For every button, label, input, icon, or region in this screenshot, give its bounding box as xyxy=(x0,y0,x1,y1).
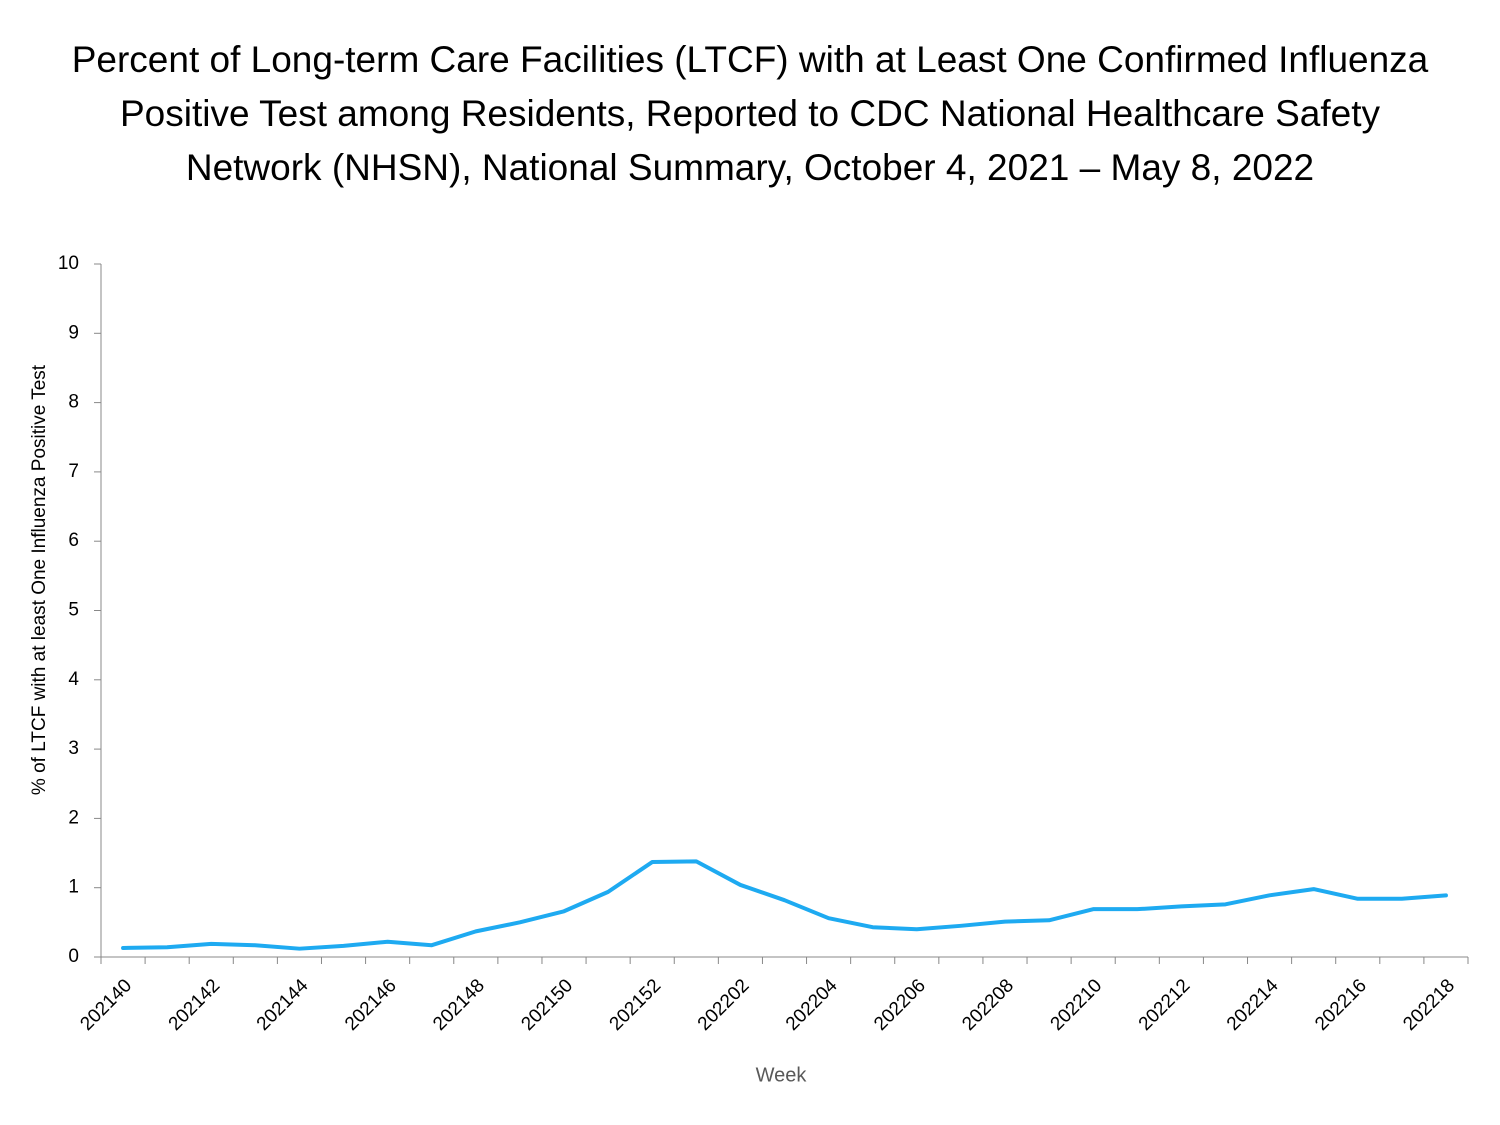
x-tick-label: 202208 xyxy=(958,975,1018,1035)
x-tick-label: 202218 xyxy=(1399,975,1459,1035)
x-tick-label: 202212 xyxy=(1135,975,1195,1035)
y-tick-label: 6 xyxy=(68,530,79,551)
x-tick-label: 202142 xyxy=(165,975,225,1035)
x-tick-label: 202152 xyxy=(606,975,666,1035)
x-tick-label: 202204 xyxy=(782,975,842,1035)
x-tick-label: 202206 xyxy=(870,975,930,1035)
x-tick-label: 202150 xyxy=(517,975,577,1035)
y-tick-label: 1 xyxy=(68,877,79,898)
x-tick-label: 202140 xyxy=(76,975,136,1035)
y-tick-label: 9 xyxy=(68,322,79,343)
x-axis-label: Week xyxy=(756,1064,808,1086)
x-tick-label: 202210 xyxy=(1047,975,1107,1035)
x-tick-label: 202146 xyxy=(341,975,401,1035)
chart-title: Network (NHSN), National Summary, Octobe… xyxy=(186,147,1314,188)
y-tick-label: 10 xyxy=(58,253,79,274)
chart-title: Positive Test among Residents, Reported … xyxy=(120,93,1381,134)
y-tick-label: 5 xyxy=(68,600,79,621)
chart-title: Percent of Long-term Care Facilities (LT… xyxy=(72,39,1429,80)
x-tick-label: 202216 xyxy=(1311,975,1371,1035)
line-series xyxy=(121,859,1448,951)
x-tick-label: 202144 xyxy=(253,975,313,1035)
y-tick-label: 0 xyxy=(68,946,79,967)
y-tick-label: 8 xyxy=(68,392,79,413)
x-tick-label: 202148 xyxy=(429,975,489,1035)
y-tick-label: 4 xyxy=(68,669,79,690)
y-tick-label: 3 xyxy=(68,738,79,759)
y-tick-label: 2 xyxy=(68,807,79,828)
x-tick-label: 202202 xyxy=(694,975,754,1035)
y-tick-label: 7 xyxy=(68,461,79,482)
x-tick-label: 202214 xyxy=(1223,975,1283,1035)
y-axis-label: % of LTCF with at least One Influenza Po… xyxy=(29,364,50,795)
